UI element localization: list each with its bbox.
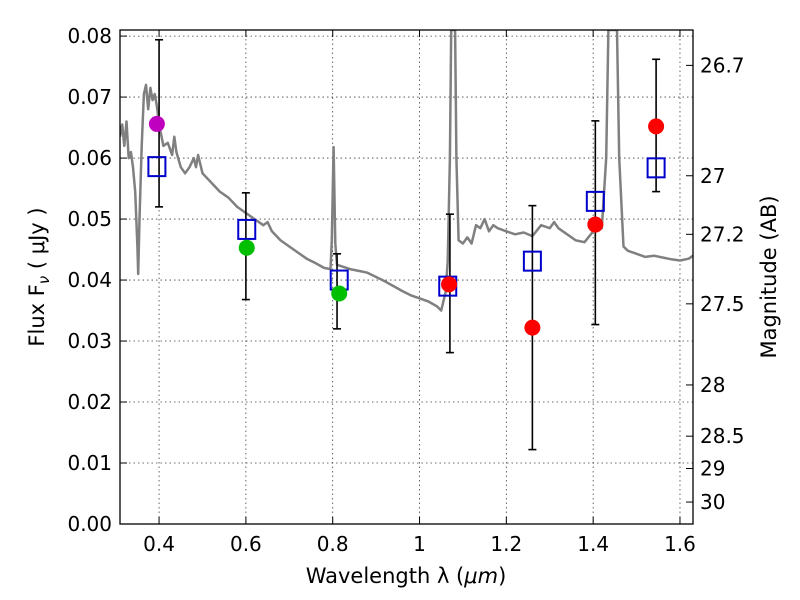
observed-flux-point [441,276,458,293]
x-tick-label: 1.2 [490,532,522,556]
y-tick-label: 0.01 [67,451,112,475]
y-tick-label: 0.02 [67,390,112,414]
observed-flux-point [524,319,541,336]
model-photometry-square [237,218,257,240]
y-tick-label: 0.07 [67,85,112,109]
x-tick-label: 0.8 [317,532,349,556]
plot-frame [119,29,694,525]
model-photometry-square [147,156,167,178]
model-spectrum-line [120,30,693,312]
observed-flux-point [238,239,255,256]
magnitude-tick-label: 27.2 [700,222,745,246]
x-tick-label: 1 [413,532,426,556]
plot-area [120,30,693,451]
x-tick-label: 0.4 [143,532,175,556]
y-axis-label: Flux Fν ( μJy ) [25,207,53,346]
y-tick-label: 0.06 [67,146,112,170]
x-tick-label: 1.6 [664,532,696,556]
x-tick-label: 0.6 [230,532,262,556]
x-axis-label: Wavelength λ (μm) [306,564,507,588]
y-tick-label: 0.05 [67,207,112,231]
magnitude-tick-label: 30 [700,490,725,514]
ticks: 0.4 0.6 0.8 1 1.2 1.4 1.6 0.00 0.01 0.02 0.03 0.04 0… [67,24,744,556]
x-tick-label: 1.4 [577,532,609,556]
observed-flux-point [587,216,604,233]
magnitude-axis-label: Magnitude (AB) [757,195,781,358]
model-photometry-square [585,190,605,212]
observed-flux-point [648,118,665,135]
y-tick-label: 0.03 [67,329,112,353]
observed-flux-point [148,115,165,132]
y-tick-label: 0.08 [67,24,112,48]
y-tick-label: 0.00 [67,512,112,536]
model-photometry-square [522,250,542,272]
magnitude-tick-label: 29 [700,457,725,481]
magnitude-tick-label: 27.5 [700,292,745,316]
magnitude-tick-label: 28 [700,373,725,397]
model-photometry-square [646,157,666,179]
magnitude-tick-label: 26.7 [700,53,745,77]
magnitude-tick-label: 27 [700,164,725,188]
observed-flux-point [331,285,348,302]
magnitude-tick-label: 28.5 [700,424,745,448]
y-tick-label: 0.04 [67,268,112,292]
